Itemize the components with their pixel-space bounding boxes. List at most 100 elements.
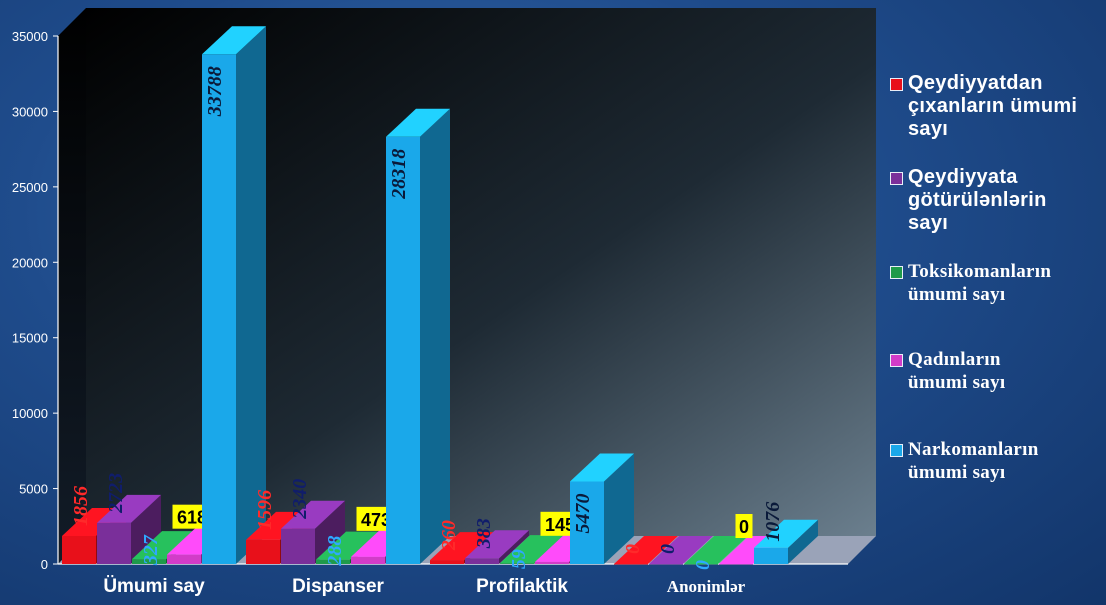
legend-item-1: Qeydiyyatdan çıxanların ümumi sayı <box>886 72 1077 141</box>
bar-front <box>535 561 569 564</box>
x-category-label: Anonimlər <box>667 577 746 596</box>
legend-swatch-1 <box>890 78 903 91</box>
legend-item-4: Qadınların ümumi sayı <box>886 348 1006 394</box>
bar-3d <box>97 494 161 564</box>
data-label: 2723 <box>105 473 127 514</box>
data-label: 28318 <box>388 149 410 200</box>
data-label: 145 <box>545 515 575 535</box>
bar-side <box>604 453 634 564</box>
bar-front <box>614 564 648 565</box>
bar-front <box>202 54 236 565</box>
y-tick-label: 35000 <box>12 29 48 44</box>
y-tick-label: 5000 <box>19 482 48 497</box>
y-tick-label: 15000 <box>12 331 48 346</box>
bar-3d <box>614 536 678 565</box>
bar-front <box>719 564 753 565</box>
y-tick-label: 0 <box>41 557 48 572</box>
data-label: 0 <box>692 560 714 570</box>
legend-label-1: Qeydiyyatdan çıxanların ümumi sayı <box>908 72 1078 140</box>
y-tick-label: 30000 <box>12 104 48 119</box>
data-label: 0 <box>657 544 679 554</box>
bar-3d <box>386 108 450 565</box>
bar-front <box>281 528 315 564</box>
data-label: 59 <box>508 549 530 569</box>
legend-item-3: Toksikomanların ümumi sayı <box>886 260 1051 306</box>
bar-3d <box>649 536 713 565</box>
bar-3d <box>754 519 818 564</box>
bar-top <box>386 108 450 137</box>
bar-front <box>62 536 96 564</box>
legend-swatch-3 <box>890 266 903 279</box>
data-label: 1856 <box>70 486 92 526</box>
bar-front <box>430 560 464 564</box>
data-label-box <box>735 514 753 538</box>
bar-3d <box>281 500 345 564</box>
legend-swatch-5 <box>890 444 903 457</box>
bar-top <box>684 536 748 564</box>
bar-front <box>167 554 201 564</box>
legend-label-5: Narkomanların ümumi sayı <box>908 439 1039 483</box>
bar-front <box>754 547 788 564</box>
bar-top <box>430 532 494 561</box>
x-category-label: Profilaktik <box>476 576 568 597</box>
bar-top <box>614 536 678 564</box>
bar-top <box>132 531 196 560</box>
data-label: 383 <box>473 518 495 549</box>
legend-item-2: Qeydiyyata götürülənlərin sayı <box>886 166 1047 235</box>
bar-top <box>281 500 345 529</box>
bar-front <box>246 539 280 564</box>
data-label-box <box>172 504 212 529</box>
legend-swatch-4 <box>890 354 903 367</box>
data-label: 288 <box>324 536 346 567</box>
bar-3d <box>465 530 529 564</box>
bar-front <box>97 522 131 564</box>
y-tick-label: 25000 <box>12 180 48 195</box>
bar-top <box>754 519 818 548</box>
bar-front <box>649 564 683 565</box>
bar-top <box>649 536 713 564</box>
legend-label-4: Qadınların ümumi sayı <box>908 349 1006 393</box>
data-label: 0 <box>739 517 749 537</box>
bar-side <box>788 519 818 564</box>
plot-back-wall <box>86 8 876 536</box>
data-label: 33788 <box>204 66 226 117</box>
data-label: 2340 <box>289 479 311 520</box>
legend-item-5: Narkomanların ümumi sayı <box>886 438 1039 484</box>
y-tick-label: 20000 <box>12 255 48 270</box>
bar-top <box>202 26 266 55</box>
legend-label-2: Qeydiyyata götürülənlərin sayı <box>908 166 1047 234</box>
bar-side <box>236 26 266 565</box>
bar-top <box>316 531 380 560</box>
data-label: 473 <box>361 510 391 530</box>
bar-front <box>684 564 718 565</box>
bar-front <box>132 559 166 564</box>
bar-front <box>386 136 420 565</box>
bar-front <box>500 563 534 564</box>
bar-3d <box>570 453 634 564</box>
data-label: 1596 <box>254 490 276 530</box>
data-label: 260 <box>438 520 460 551</box>
bar-top <box>97 494 161 523</box>
plot-left-wall <box>58 8 86 564</box>
y-tick-label: 10000 <box>12 406 48 421</box>
legend-label-3: Toksikomanların ümumi sayı <box>908 261 1052 305</box>
bar-top <box>465 530 529 559</box>
x-category-label: Dispanser <box>292 576 384 597</box>
bar-side <box>420 108 450 565</box>
data-label: 1076 <box>762 502 784 542</box>
bar-side <box>499 530 529 564</box>
bar-3d <box>684 536 748 565</box>
bar-front <box>570 481 604 564</box>
data-label: 327 <box>140 534 162 566</box>
data-label: 618 <box>177 508 207 528</box>
bar-3d <box>202 26 266 565</box>
bar-side <box>315 500 345 564</box>
data-label: 5470 <box>572 493 594 533</box>
x-category-label: Ümumi say <box>103 576 205 597</box>
data-label: 0 <box>622 544 644 554</box>
bar-top <box>570 453 634 482</box>
bar-front <box>351 556 385 564</box>
bar-front <box>465 558 499 564</box>
bar-front <box>316 559 350 564</box>
